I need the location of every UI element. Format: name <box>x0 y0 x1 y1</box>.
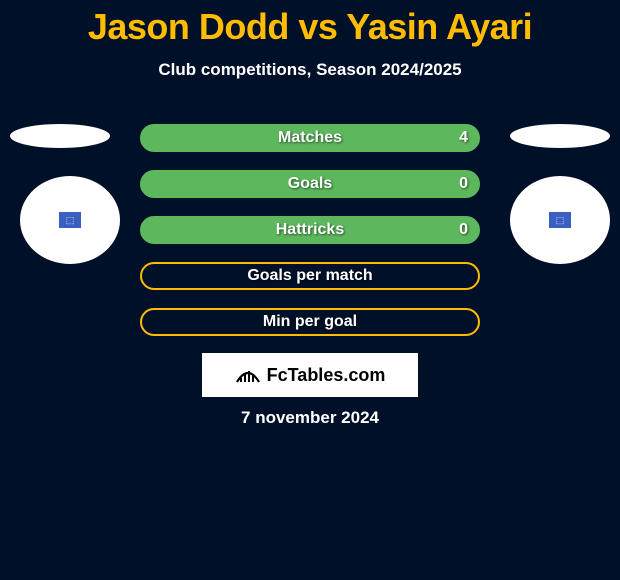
player-right-name-pill <box>510 124 610 148</box>
player-left-name-pill <box>10 124 110 148</box>
logo-text: FcTables.com <box>267 365 386 386</box>
stat-bar-label: Goals per match <box>247 267 372 285</box>
stat-bar-value-right: 4 <box>459 129 468 147</box>
player-left-flag-icon: ⬚ <box>59 212 81 228</box>
stat-bar: Goals 0 <box>140 170 480 198</box>
stat-bar: Goals per match <box>140 262 480 290</box>
page-title: Jason Dodd vs Yasin Ayari <box>0 0 620 48</box>
logo-icon <box>235 362 261 389</box>
stat-bar-label: Matches <box>278 129 342 147</box>
player-right-flag-icon: ⬚ <box>549 212 571 228</box>
subtitle: Club competitions, Season 2024/2025 <box>0 60 620 80</box>
stat-bar-label: Goals <box>288 175 332 193</box>
stat-bar-label: Min per goal <box>263 313 357 331</box>
stat-bars: Matches 4 Goals 0 Hattricks 0 Goals per match M… <box>140 124 480 354</box>
stat-bar: Min per goal <box>140 308 480 336</box>
date-text: 7 november 2024 <box>0 408 620 428</box>
stat-bar-value-right: 0 <box>459 221 468 239</box>
stat-bar: Hattricks 0 <box>140 216 480 244</box>
stat-bar-value-right: 0 <box>459 175 468 193</box>
player-left-avatar: ⬚ <box>20 176 120 264</box>
fctables-logo: FcTables.com <box>202 353 418 397</box>
stat-bar: Matches 4 <box>140 124 480 152</box>
player-right-avatar: ⬚ <box>510 176 610 264</box>
stat-bar-label: Hattricks <box>276 221 344 239</box>
